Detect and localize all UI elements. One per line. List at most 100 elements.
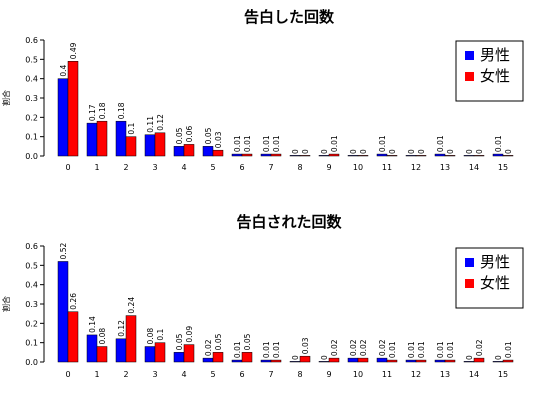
data-label: 0.01 — [407, 341, 416, 358]
bar-male-14 — [463, 155, 475, 157]
bar-female-14 — [473, 155, 485, 157]
bar-female-1 — [96, 346, 108, 363]
bar-female-9 — [328, 153, 340, 157]
data-label: 0.17 — [88, 104, 97, 121]
data-label: 0.01 — [272, 341, 281, 358]
x-tick-label: 1 — [94, 163, 99, 172]
bar-male-7 — [260, 359, 272, 363]
data-label: 0 — [320, 355, 329, 360]
legend-label-female: 女性 — [480, 274, 510, 292]
data-label: 0.05 — [175, 127, 184, 144]
data-label: 0.18 — [98, 102, 107, 119]
y-axis-label: 割合 — [1, 296, 11, 312]
data-label: 0.01 — [494, 135, 503, 152]
chart-title: 告白した回数 — [244, 8, 335, 26]
bar-female-10 — [357, 155, 369, 157]
y-axis-label: 割合 — [1, 90, 11, 106]
x-tick-label: 1 — [94, 370, 99, 379]
data-label: 0 — [407, 149, 416, 154]
x-tick-label: 3 — [152, 163, 157, 172]
data-label: 0.49 — [69, 42, 78, 59]
bar-male-1 — [86, 122, 98, 157]
bar-female-3 — [154, 132, 166, 157]
legend-swatch-female — [465, 72, 474, 81]
data-label: 0.08 — [146, 328, 155, 345]
x-tick-label: 0 — [65, 163, 70, 172]
x-tick-label: 15 — [498, 370, 508, 379]
data-label: 0.14 — [88, 316, 97, 333]
bar-female-7 — [270, 153, 282, 157]
x-tick-label: 14 — [469, 370, 479, 379]
x-tick-label: 2 — [123, 163, 128, 172]
bar-male-15 — [492, 153, 504, 157]
bar-male-5 — [202, 357, 214, 363]
data-label: 0.08 — [98, 328, 107, 345]
data-label: 0.1 — [127, 123, 136, 135]
legend-swatch-female — [465, 279, 474, 288]
data-label: 0.01 — [262, 341, 271, 358]
bar-female-5 — [212, 149, 224, 157]
data-label: 0.01 — [436, 341, 445, 358]
data-label: 0.03 — [214, 131, 223, 148]
data-label: 0.02 — [349, 339, 358, 356]
bar-female-0 — [67, 61, 79, 157]
bar-male-14 — [463, 361, 475, 363]
data-label: 0.02 — [330, 339, 339, 356]
data-label: 0.02 — [378, 339, 387, 356]
bar-male-2 — [115, 338, 127, 363]
data-label: 0 — [320, 149, 329, 154]
data-label: 0.01 — [243, 135, 252, 152]
x-tick-label: 4 — [181, 370, 186, 379]
bar-female-11 — [386, 359, 398, 363]
bar-male-13 — [434, 153, 446, 157]
x-tick-label: 13 — [440, 370, 450, 379]
data-label: 0.01 — [446, 341, 455, 358]
chart-title: 告白された回数 — [236, 213, 342, 231]
bar-female-14 — [473, 357, 485, 363]
data-label: 0.02 — [475, 339, 484, 356]
x-tick-label: 5 — [210, 370, 215, 379]
bar-female-4 — [183, 344, 195, 363]
data-label: 0 — [465, 355, 474, 360]
bar-female-4 — [183, 144, 195, 157]
data-label: 0.52 — [59, 243, 68, 260]
data-label: 0.03 — [301, 337, 310, 354]
bar-female-7 — [270, 359, 282, 363]
bar-female-15 — [502, 155, 514, 157]
bar-male-2 — [115, 120, 127, 157]
bar-male-0 — [57, 261, 69, 363]
bar-female-10 — [357, 357, 369, 363]
bar-male-15 — [492, 361, 504, 363]
bar-female-8 — [299, 155, 311, 157]
bar-male-12 — [405, 155, 417, 157]
legend-swatch-male — [465, 51, 474, 60]
bar-female-2 — [125, 315, 137, 363]
x-tick-label: 7 — [268, 370, 273, 379]
data-label: 0.01 — [504, 341, 513, 358]
y-tick-label: 0.0 — [25, 358, 38, 367]
bar-male-8 — [289, 361, 301, 363]
y-tick-label: 0.5 — [25, 261, 38, 270]
data-label: 0.01 — [262, 135, 271, 152]
data-label: 0 — [359, 149, 368, 154]
x-tick-label: 4 — [181, 163, 186, 172]
data-label: 0.05 — [175, 333, 184, 350]
y-tick-label: 0.3 — [25, 94, 38, 103]
data-label: 0.01 — [388, 341, 397, 358]
data-label: 0 — [494, 355, 503, 360]
data-label: 0 — [417, 149, 426, 154]
legend-box — [455, 40, 524, 102]
legend-label-female: 女性 — [480, 67, 510, 85]
bar-male-10 — [347, 155, 359, 157]
data-label: 0.01 — [378, 135, 387, 152]
data-label: 0.01 — [436, 135, 445, 152]
data-label: 0.12 — [117, 320, 126, 337]
x-tick-label: 3 — [152, 370, 157, 379]
x-tick-label: 9 — [326, 370, 331, 379]
bar-female-3 — [154, 342, 166, 363]
data-label: 0.4 — [59, 65, 68, 77]
bar-male-10 — [347, 357, 359, 363]
data-label: 0.24 — [127, 297, 136, 314]
x-tick-label: 11 — [382, 370, 392, 379]
